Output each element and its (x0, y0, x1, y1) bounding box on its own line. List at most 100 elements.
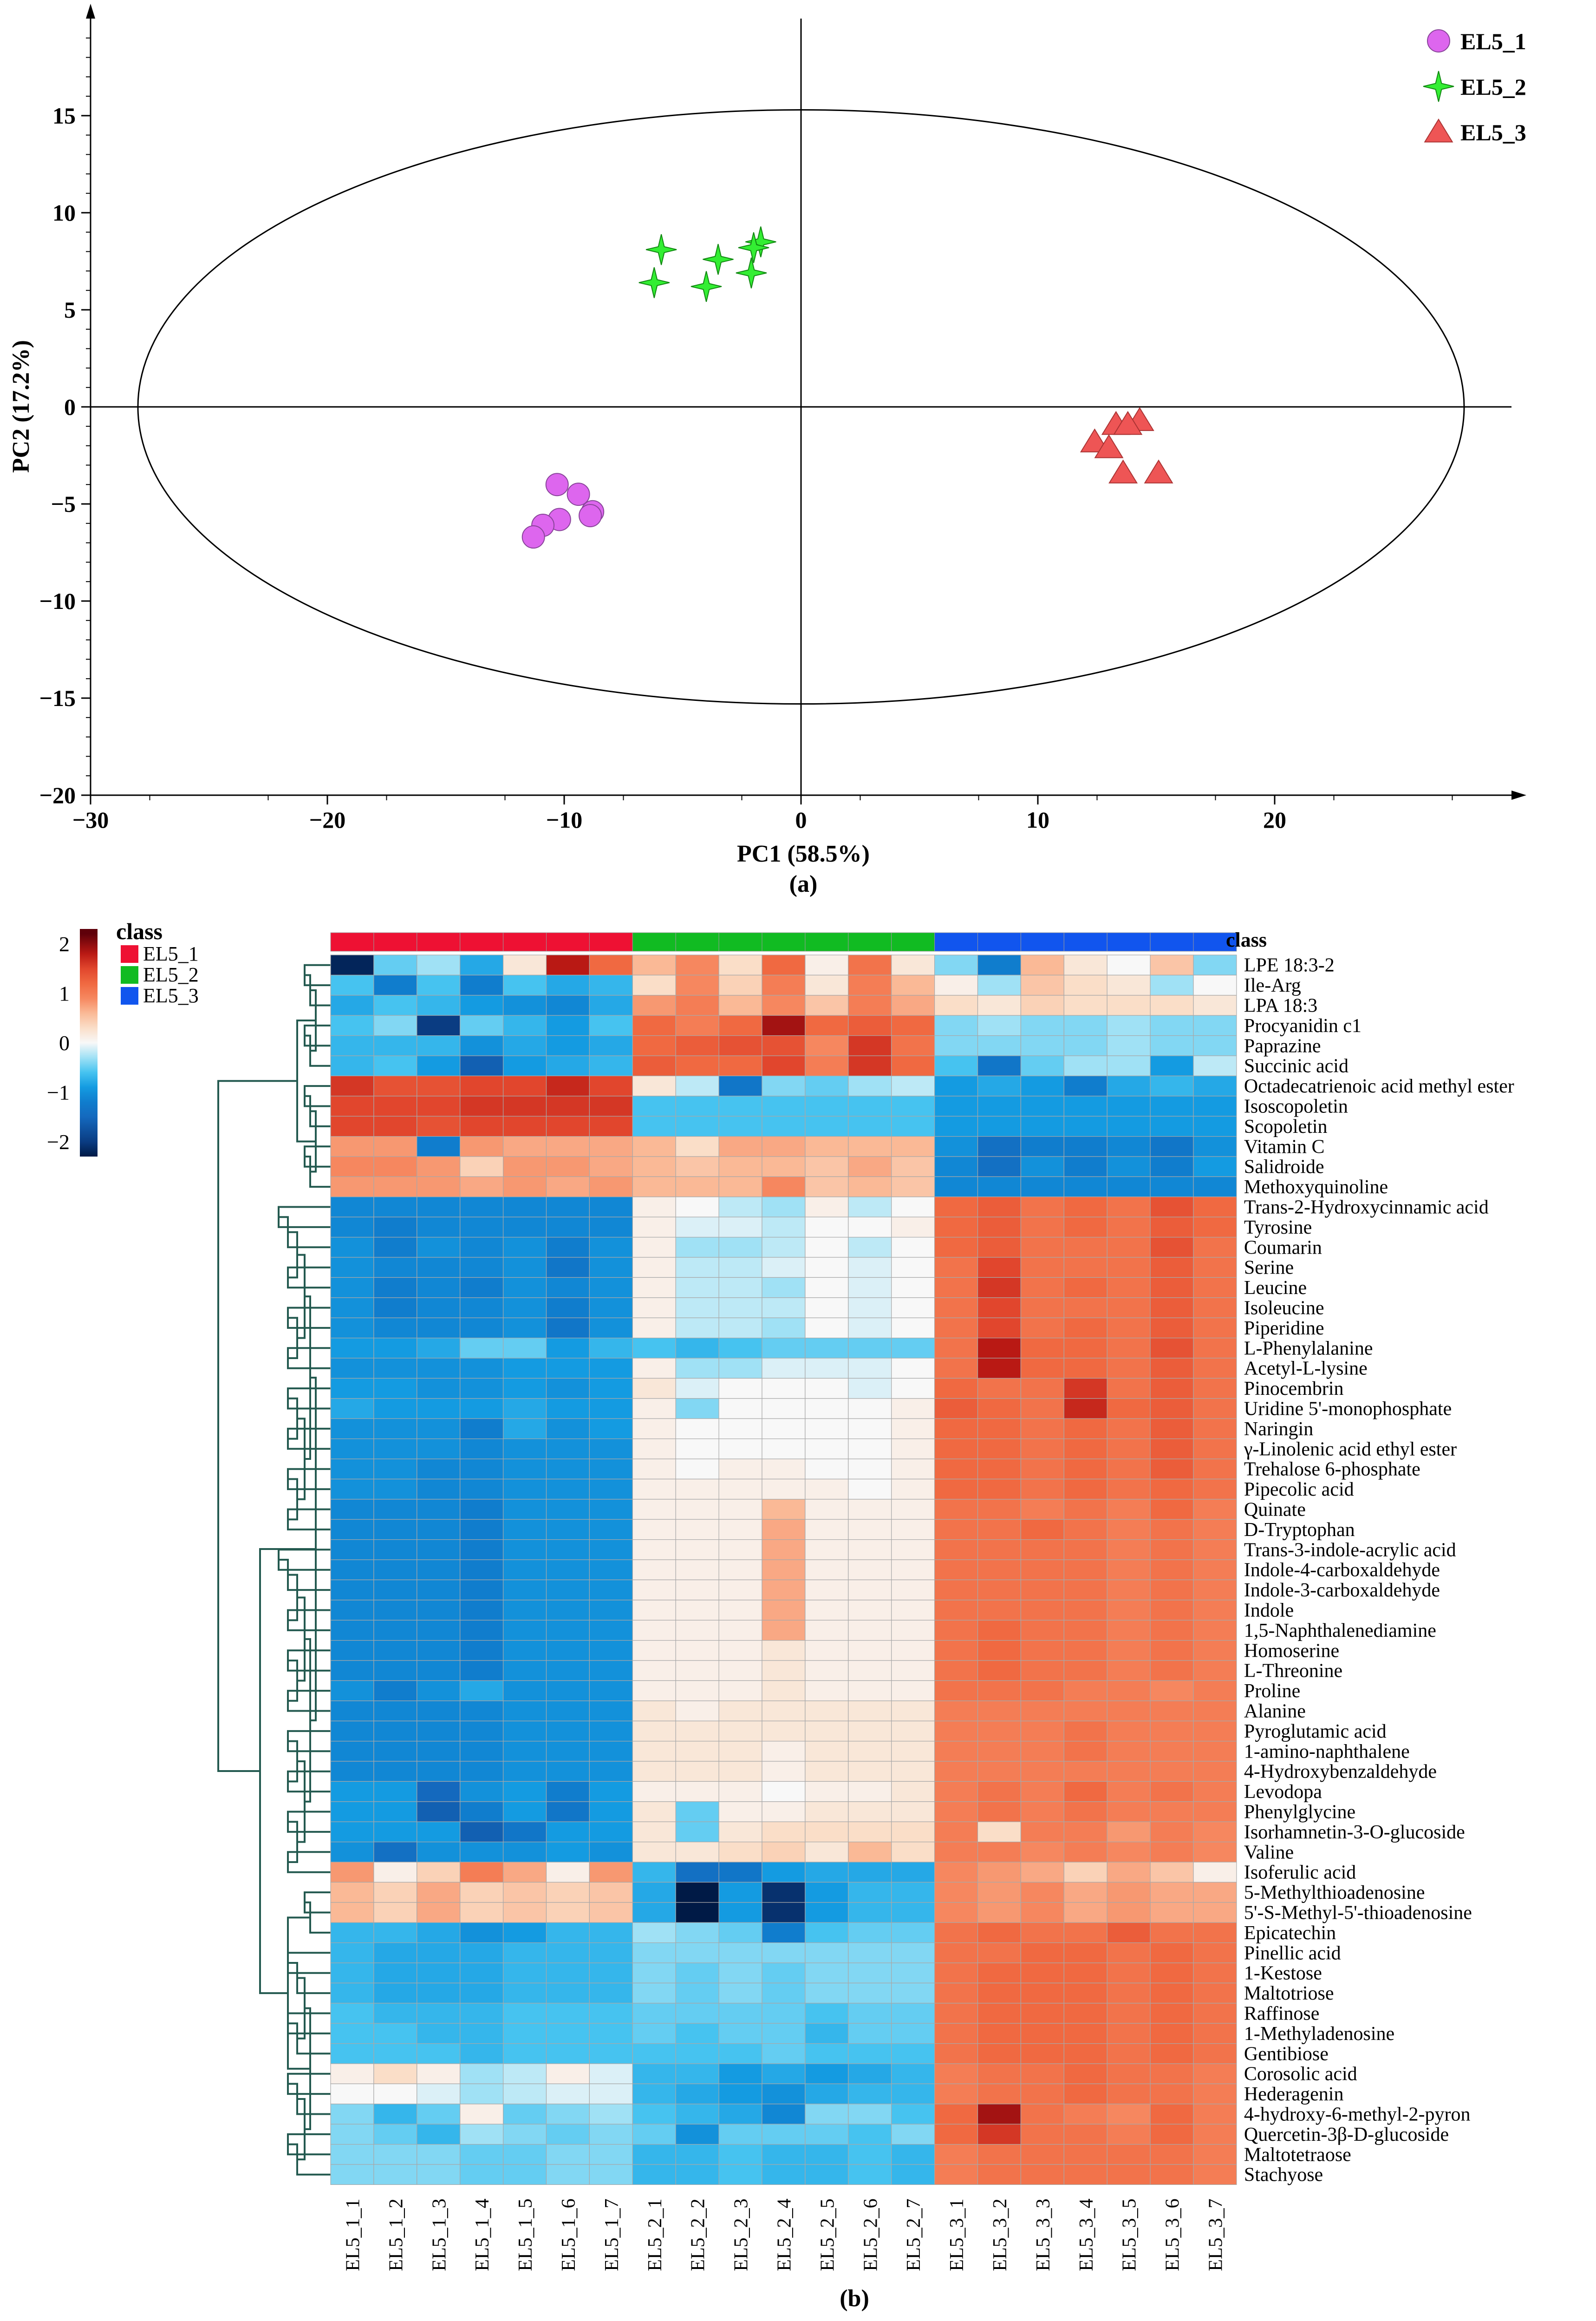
heatmap-cell (805, 1882, 849, 1903)
heatmap-cell (891, 1579, 935, 1601)
heatmap-cell (977, 1176, 1022, 1197)
heatmap-cell (589, 1821, 633, 1843)
heatmap-cell (330, 1096, 374, 1117)
heatmap-cell (589, 974, 633, 996)
dendrogram-branch (297, 1977, 306, 2040)
heatmap-cell (373, 1741, 417, 1762)
heatmap-cell (718, 1741, 762, 1762)
scale-tick-label: 0 (59, 1031, 70, 1055)
heatmap-cell (934, 1902, 978, 1923)
heatmap-cell (718, 1096, 762, 1117)
heatmap-cell (330, 2043, 374, 2064)
heatmap-cell (1193, 1297, 1237, 1318)
heatmap-cell (502, 2104, 547, 2125)
heatmap-cell (373, 1680, 417, 1701)
row-label: Acetyl-L-lysine (1244, 1358, 1368, 1380)
heatmap-cell (718, 1801, 762, 1822)
heatmap-cell (718, 1156, 762, 1177)
heatmap-cell (460, 1055, 504, 1077)
dendrogram-branch (296, 1020, 316, 1143)
heatmap-cell (373, 1196, 417, 1217)
heatmap-cell (1020, 1237, 1064, 1258)
heatmap-cell (1107, 1620, 1151, 1641)
row-label: 4-Hydroxybenzaldehyde (1244, 1761, 1437, 1783)
dendrogram-branch (297, 1418, 306, 1500)
heatmap-cell (460, 1196, 504, 1217)
heatmap-cell (1107, 1700, 1151, 1721)
heatmap-cell (1107, 2104, 1151, 2125)
heatmap-cell (934, 1478, 978, 1500)
heatmap-cell (589, 1640, 633, 1661)
heatmap-cell (934, 2083, 978, 2105)
heatmap-cell (762, 1035, 806, 1056)
dendrogram-branch (288, 1574, 298, 1621)
heatmap-cell (762, 1156, 806, 1177)
dendrogram-branch (288, 1740, 298, 1783)
heatmap-cell (718, 2104, 762, 2125)
heatmap-cell (718, 1942, 762, 1963)
heatmap-cell (977, 1801, 1022, 1822)
heatmap-cell (1193, 1216, 1237, 1238)
heatmap-cell (675, 1458, 719, 1480)
row-label: 1-Methyladenosine (1244, 2023, 1394, 2045)
heatmap-cell (977, 2104, 1022, 2125)
heatmap-cell (762, 1015, 806, 1036)
heatmap-cell (977, 1257, 1022, 1278)
heatmap-cell (460, 1116, 504, 1137)
heatmap-cell (805, 1216, 849, 1238)
heatmap-cell (891, 1438, 935, 1459)
heatmap-cell (805, 1458, 849, 1480)
row-label: Alanine (1244, 1701, 1306, 1722)
heatmap-cell (762, 1801, 806, 1822)
heatmap-cell (1020, 1458, 1064, 1480)
heatmap-cell (762, 2124, 806, 2145)
row-label: Hederagenin (1244, 2084, 1344, 2105)
heatmap-cell (417, 2023, 461, 2044)
point-el5-2 (645, 234, 677, 265)
heatmap-cell (675, 1720, 719, 1742)
heatmap-cell (330, 1237, 374, 1258)
heatmap-cell (934, 2003, 978, 2024)
heatmap-cell (1107, 1579, 1151, 1601)
heatmap-cell (502, 1720, 547, 1742)
heatmap-cell (977, 1499, 1022, 1520)
heatmap-cell (891, 1418, 935, 1439)
heatmap-cell (848, 1579, 892, 1601)
heatmap-cell (330, 1438, 374, 1459)
heatmap-cell (675, 1378, 719, 1399)
heatmap-cell (718, 1882, 762, 1903)
heatmap-cell (1193, 1499, 1237, 1520)
heatmap-cell (718, 1196, 762, 1217)
heatmap-cell (805, 955, 849, 976)
heatmap-cell (632, 1922, 676, 1943)
heatmap-cell (373, 1559, 417, 1581)
class-bar-cell (1150, 932, 1194, 952)
heatmap-cell (1107, 1942, 1151, 1963)
row-label: γ-Linolenic acid ethyl ester (1244, 1438, 1457, 1460)
heatmap-cell (632, 1358, 676, 1379)
heatmap-cell (1020, 1720, 1064, 1742)
heatmap-cell (1150, 1842, 1194, 1863)
heatmap-cell (460, 2164, 504, 2185)
heatmap-cell (805, 2144, 849, 2165)
heatmap-cell (977, 1156, 1022, 1177)
heatmap-cell (891, 1539, 935, 1560)
heatmap-cell (891, 1216, 935, 1238)
heatmap-cell (546, 1277, 590, 1298)
heatmap-cell (848, 1680, 892, 1701)
heatmap-cell (848, 1620, 892, 1641)
heatmap-cell (373, 1620, 417, 1641)
heatmap-cell (848, 1196, 892, 1217)
heatmap-cell (330, 1741, 374, 1762)
heatmap-cell (460, 1902, 504, 1923)
heatmap-cell (330, 1942, 374, 1963)
class-bar-label: class (1226, 928, 1267, 951)
heatmap-cell (675, 1216, 719, 1238)
heatmap-cell (1107, 1761, 1151, 1782)
heatmap-cell (1063, 1620, 1107, 1641)
heatmap-cell (718, 1055, 762, 1077)
heatmap-cell (977, 1741, 1022, 1762)
heatmap-cell (460, 2083, 504, 2105)
heatmap-cell (1193, 974, 1237, 996)
heatmap-cell (373, 1982, 417, 2004)
